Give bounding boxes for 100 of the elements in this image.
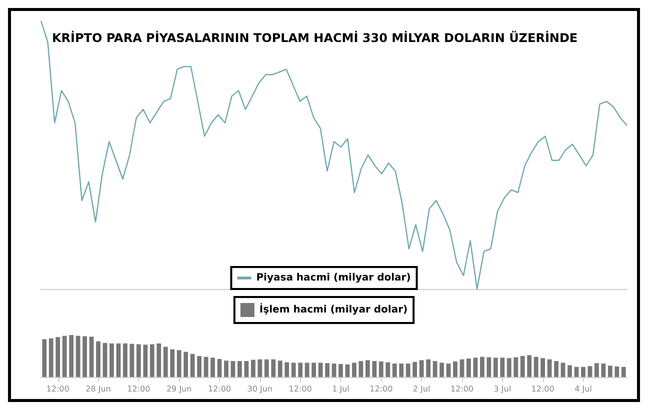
bar xyxy=(284,362,290,377)
bar xyxy=(574,366,579,377)
bar xyxy=(386,362,390,377)
bar xyxy=(480,356,484,377)
bar xyxy=(304,362,310,377)
x-tick-label: 3 Jul xyxy=(494,384,512,394)
bar xyxy=(298,362,303,377)
bar xyxy=(291,362,296,377)
x-tick-label: 12:00 xyxy=(531,384,554,394)
x-tick-label: 12:00 xyxy=(46,384,70,394)
bar xyxy=(170,349,175,377)
bar xyxy=(204,356,208,377)
legend-label: İşlem hacmi (milyar dolar) xyxy=(259,302,408,316)
bar xyxy=(318,362,323,377)
bar xyxy=(230,361,236,377)
bar xyxy=(62,336,67,377)
bar xyxy=(130,344,134,377)
bar xyxy=(588,366,592,377)
bar xyxy=(527,355,532,377)
x-tick-label: 12:00 xyxy=(127,384,150,394)
bar xyxy=(568,365,572,377)
bar xyxy=(345,364,350,377)
bar xyxy=(176,350,182,377)
bar xyxy=(460,359,464,377)
bar xyxy=(338,364,343,377)
bar xyxy=(493,358,498,377)
bar xyxy=(197,356,202,377)
bar xyxy=(190,354,195,377)
bar xyxy=(601,364,606,377)
x-tick-label: 4 Jul xyxy=(574,384,592,394)
bar xyxy=(560,362,566,377)
bar xyxy=(554,361,558,377)
bar xyxy=(163,346,168,377)
bar xyxy=(594,363,599,377)
bar xyxy=(621,366,626,377)
bar xyxy=(278,360,282,377)
bar xyxy=(473,358,478,377)
bar xyxy=(210,358,215,377)
x-tick-label: 28 Jun xyxy=(86,384,111,394)
bar xyxy=(446,364,451,377)
bar xyxy=(110,343,114,377)
bar xyxy=(453,361,458,377)
bar xyxy=(372,361,377,377)
x-tick-label: 12:00 xyxy=(370,384,393,394)
bar xyxy=(534,356,538,377)
bar xyxy=(412,362,418,377)
bar xyxy=(69,335,74,377)
bar xyxy=(440,362,444,377)
bar xyxy=(136,344,141,377)
bar xyxy=(76,336,80,377)
bar xyxy=(250,360,256,377)
text: KRİPTO PARA PİYASALARININ TOPLAM HACMİ 330 MİLYAR DOLARIN ÜZERİNDE xyxy=(52,30,578,45)
bar xyxy=(143,344,148,377)
bar xyxy=(271,359,276,377)
bar xyxy=(56,337,60,377)
bar xyxy=(224,360,228,377)
bar xyxy=(581,366,586,377)
bar xyxy=(419,360,424,377)
bar xyxy=(514,357,518,377)
x-tick-label: 29 Jun xyxy=(166,384,192,394)
bar xyxy=(102,342,108,377)
bar xyxy=(116,343,121,377)
bar xyxy=(378,361,384,377)
x-tick-label: 12:00 xyxy=(208,384,232,394)
bar xyxy=(82,336,87,377)
bar xyxy=(406,364,410,377)
bar xyxy=(184,352,188,377)
bar xyxy=(48,338,54,377)
bar xyxy=(89,336,94,377)
bar xyxy=(500,358,505,377)
bar xyxy=(392,364,397,377)
x-tick-label: 1 Jul xyxy=(332,384,350,394)
bar xyxy=(540,358,545,377)
bar xyxy=(486,357,492,377)
bar xyxy=(258,359,262,377)
bar xyxy=(42,339,47,377)
x-tick-label: 12:00 xyxy=(450,384,474,394)
bar xyxy=(150,344,154,377)
bar xyxy=(217,358,222,377)
bar xyxy=(325,363,330,377)
bar xyxy=(96,341,100,377)
bar xyxy=(506,358,512,377)
bar xyxy=(238,361,242,377)
bar xyxy=(358,361,364,377)
bar xyxy=(244,361,249,377)
legend-label: Piyasa hacmi (milyar dolar) xyxy=(256,272,411,284)
bar xyxy=(264,359,269,377)
bar xyxy=(123,343,128,377)
x-tick-label: 12:00 xyxy=(288,384,312,394)
bar xyxy=(520,356,525,377)
bar xyxy=(466,358,471,377)
bar xyxy=(426,359,430,377)
bar xyxy=(312,362,316,377)
bar xyxy=(365,360,370,377)
bar xyxy=(614,366,620,377)
bar xyxy=(332,364,336,377)
x-tick-label: 2 Jul xyxy=(412,384,430,394)
bar xyxy=(432,361,438,377)
bar xyxy=(608,366,612,377)
x-tick-label: 30 Jun xyxy=(247,384,273,394)
